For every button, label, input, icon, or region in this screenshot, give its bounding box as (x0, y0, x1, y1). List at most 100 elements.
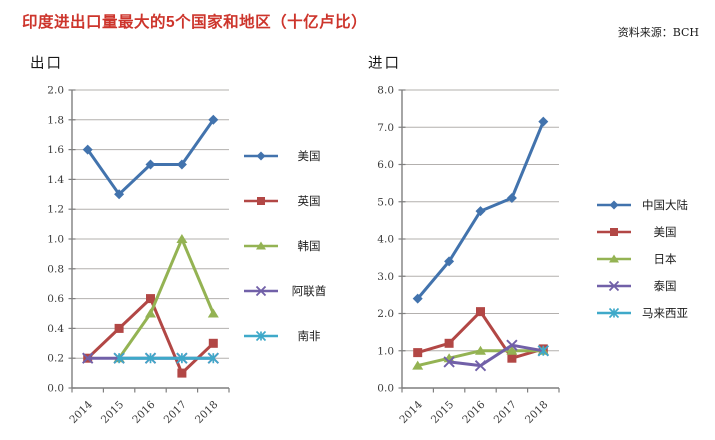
y-tick-label: 8.0 (377, 85, 394, 97)
y-tick-label: 1.6 (47, 144, 64, 156)
legend-label: 马来西亚 (642, 306, 688, 320)
y-tick-label: 3.0 (377, 271, 394, 283)
diamond-marker-icon (444, 256, 455, 267)
y-tick-label: 1.2 (47, 204, 64, 216)
y-tick-label: 1.8 (47, 114, 64, 126)
y-tick-label: 6.0 (377, 159, 394, 171)
square-marker-icon (476, 307, 485, 317)
x-tick-label: 2015 (429, 399, 456, 426)
legend-item-1: 美国 (597, 225, 699, 239)
square-marker-icon (177, 368, 187, 378)
x-tick-label: 2016 (130, 398, 158, 426)
diamond-marker-icon (412, 293, 423, 304)
page-title: 印度进出口量最大的5个国家和地区（十亿卢比） (22, 14, 368, 31)
diamond-marker-icon (538, 116, 549, 127)
series-4 (113, 352, 219, 364)
triangle-marker-icon (506, 345, 518, 355)
series-1 (83, 294, 218, 378)
diamond-marker-icon (475, 206, 486, 217)
triangle-marker-icon (475, 345, 486, 355)
y-tick-label: 0.0 (47, 383, 64, 395)
legend-label: 美国 (653, 225, 677, 239)
legend-item-4: 南非 (244, 329, 340, 343)
triangle-marker-icon (145, 308, 156, 318)
legend-label: 南非 (297, 329, 321, 343)
diamond-marker-icon (145, 159, 156, 170)
export-chart-title: 出口 (30, 56, 63, 72)
diamond-marker-icon (609, 200, 619, 210)
triangle-marker-icon (244, 241, 278, 250)
x-tick-label: 2018 (193, 399, 220, 426)
y-tick-label: 7.0 (377, 122, 394, 134)
diamond-marker-icon (82, 144, 93, 155)
series-3 (443, 339, 549, 372)
legend-label: 中国大陆 (642, 198, 688, 212)
legend-label: 英国 (297, 194, 321, 208)
x-marker-icon (474, 359, 487, 372)
triangle-marker-icon (207, 308, 219, 318)
legend-item-3: 泰国 (597, 279, 699, 293)
square-marker-icon (610, 228, 618, 236)
series-0 (412, 116, 549, 304)
square-marker-icon (244, 197, 278, 205)
legend-item-2: 日本 (597, 252, 699, 266)
x-tick-label: 2016 (460, 398, 488, 426)
diamond-marker-icon (208, 114, 219, 125)
diamond-marker-icon (114, 189, 125, 200)
asterisk-marker-icon (144, 352, 157, 364)
y-tick-label: 0.8 (47, 263, 64, 275)
asterisk-marker-icon (255, 330, 267, 342)
legend-item-0: 美国 (244, 149, 340, 163)
legend-label: 韩国 (297, 239, 321, 253)
triangle-marker-icon (412, 360, 424, 370)
x-marker-icon (255, 285, 267, 297)
asterisk-marker-icon (207, 352, 219, 364)
asterisk-marker-icon (176, 352, 188, 364)
asterisk-marker-icon (608, 307, 620, 319)
square-marker-icon (257, 197, 265, 205)
import-chart-legend: 中国大陆美国日本泰国马来西亚 (597, 198, 699, 320)
x-tick-label: 2014 (67, 398, 95, 426)
square-marker-icon (507, 353, 517, 363)
x-tick-label: 2014 (397, 398, 425, 426)
triangle-marker-icon (256, 241, 266, 250)
square-marker-icon (114, 323, 124, 333)
y-tick-label: 0.4 (47, 323, 64, 335)
legend-item-3: 阿联酋 (244, 284, 340, 298)
legend-label: 美国 (297, 149, 321, 163)
series-4 (537, 345, 549, 357)
import-chart-title: 进口 (368, 56, 401, 72)
series-0 (82, 114, 219, 200)
y-tick-label: 0.0 (377, 383, 394, 395)
x-marker-icon (608, 280, 620, 292)
legend-label: 日本 (653, 252, 677, 266)
x-marker-icon (82, 352, 94, 364)
asterisk-marker-icon (597, 307, 631, 319)
y-tick-label: 2.0 (377, 308, 394, 320)
triangle-marker-icon (176, 234, 188, 243)
y-tick-label: 1.0 (377, 345, 394, 357)
x-marker-icon (597, 280, 631, 292)
source-label: 资料来源：BCH (617, 26, 699, 39)
x-tick-label: 2017 (492, 399, 519, 426)
y-tick-label: 4.0 (377, 234, 394, 246)
x-tick-label: 2017 (162, 399, 189, 426)
y-tick-label: 1.4 (47, 174, 64, 186)
x-marker-icon (244, 285, 278, 297)
diamond-marker-icon (244, 151, 278, 161)
diamond-marker-icon (506, 193, 517, 204)
asterisk-marker-icon (244, 330, 278, 342)
triangle-marker-icon (597, 254, 631, 263)
triangle-marker-icon (609, 254, 619, 263)
square-marker-icon (146, 294, 155, 304)
legend-item-0: 中国大陆 (597, 198, 699, 212)
y-tick-label: 0.6 (47, 293, 64, 305)
legend-item-4: 马来西亚 (597, 306, 699, 320)
square-marker-icon (444, 338, 454, 348)
diamond-marker-icon (597, 200, 631, 210)
diamond-marker-icon (176, 159, 187, 170)
square-marker-icon (208, 338, 218, 348)
